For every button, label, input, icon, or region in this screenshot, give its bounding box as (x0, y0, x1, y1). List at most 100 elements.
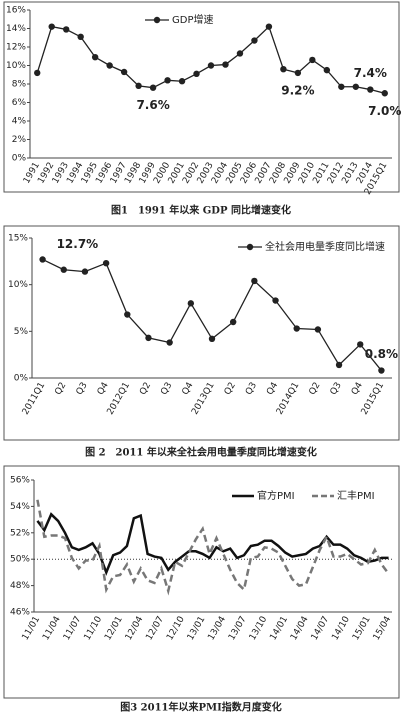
y-tick-label: 10% (8, 280, 28, 290)
x-tick-label: 13/07 (227, 615, 249, 642)
data-point (251, 277, 258, 285)
x-tick-label: 14/10 (330, 615, 352, 643)
x-tick-label: 12/10 (165, 615, 187, 643)
y-tick-label: 12% (6, 43, 26, 53)
data-point (106, 62, 113, 69)
x-tick-label: 12/07 (144, 615, 166, 642)
data-point (120, 68, 128, 76)
data-point (48, 23, 55, 30)
x-tick-label: 14/04 (289, 615, 311, 643)
value-label: 0.8% (365, 347, 398, 361)
chart-frame (3, 465, 400, 699)
data-point (166, 339, 173, 346)
y-tick-label: 46% (10, 608, 30, 618)
y-tick-label: 52% (10, 528, 30, 538)
x-tick-label: Q2 (53, 381, 68, 397)
y-tick-label: 2% (12, 135, 27, 145)
data-point (124, 311, 131, 318)
y-tick-label: 6% (12, 98, 27, 108)
y-tick-label: 14% (6, 24, 26, 34)
y-tick-label: 54% (10, 502, 30, 512)
data-point (77, 33, 84, 41)
series-line (42, 258, 382, 371)
x-tick-label: 12/04 (124, 615, 146, 643)
data-point (164, 77, 171, 84)
data-point (62, 26, 70, 33)
y-tick-label: 56% (10, 476, 30, 486)
legend-marker (246, 243, 254, 251)
data-point (378, 367, 385, 374)
data-point (207, 62, 215, 69)
data-point (60, 266, 67, 273)
data-point (135, 82, 142, 90)
data-point (81, 268, 89, 275)
x-tick-label: 14/07 (310, 615, 332, 642)
data-point (91, 53, 99, 61)
y-tick-label: 5% (14, 327, 29, 337)
data-point (229, 318, 237, 326)
data-point (323, 66, 331, 74)
legend-label: GDP增速 (172, 13, 213, 26)
value-label: 12.7% (57, 237, 99, 251)
x-tick-label: Q2 (223, 381, 238, 397)
x-tick-label: 13/10 (248, 615, 270, 643)
data-point (381, 90, 388, 97)
data-point (34, 69, 41, 77)
data-point (357, 341, 364, 348)
chart-frame (3, 225, 400, 441)
x-tick-label: 15/04 (372, 615, 394, 643)
legend-label: 全社会用电量季度同比增速 (265, 240, 385, 253)
data-point (208, 335, 216, 342)
x-tick-label: 11/07 (62, 615, 84, 642)
data-point (314, 326, 322, 333)
y-tick-label: 48% (10, 581, 30, 591)
x-tick-label: 11/04 (41, 615, 63, 643)
data-point (352, 83, 359, 90)
x-tick-label: Q4 (350, 381, 365, 397)
x-tick-label: Q3 (329, 381, 344, 397)
y-tick-label: 10% (6, 61, 26, 71)
value-label: 7.0% (368, 104, 401, 118)
value-label: 7.6% (136, 98, 169, 112)
y-tick-label: 15% (8, 234, 28, 244)
data-point (367, 86, 374, 93)
x-tick-label: 13/01 (186, 615, 208, 642)
series-line (36, 25, 385, 94)
legend-label: 汇丰PMI (337, 489, 375, 502)
data-point (178, 78, 186, 85)
x-tick-label: 15/01 (351, 615, 373, 642)
x-tick-label: Q3 (75, 381, 90, 397)
value-label: 7.4% (354, 66, 387, 80)
y-tick-label: 50% (10, 555, 30, 565)
value-label: 9.2% (281, 83, 314, 97)
data-point (236, 50, 244, 57)
data-point (222, 61, 229, 68)
data-point (193, 70, 200, 78)
data-point (187, 300, 195, 307)
y-tick-label: 4% (12, 117, 27, 127)
y-tick-label: 0% (14, 374, 29, 384)
caption: 图3 2011年以来PMI指数月度变化 (120, 701, 282, 714)
data-point (280, 66, 287, 73)
x-tick-label: 2011Q1 (21, 381, 48, 417)
x-tick-label: Q4 (265, 381, 280, 397)
y-tick-label: 16% (6, 6, 26, 16)
data-point (309, 56, 316, 64)
data-point (335, 361, 343, 369)
data-point (251, 37, 258, 44)
data-point (265, 23, 273, 30)
data-point (39, 256, 46, 263)
data-point (294, 69, 302, 77)
x-tick-label: 14/01 (268, 615, 290, 642)
chart-frame (3, 1, 400, 193)
x-tick-label: 11/10 (83, 615, 105, 643)
caption: 图 2 2011 年以来全社会用电量季度同比增速变化 (85, 446, 317, 459)
y-tick-label: 0% (12, 154, 27, 164)
x-tick-label: Q2 (138, 381, 153, 397)
data-point (338, 83, 345, 90)
x-tick-label: Q4 (181, 381, 196, 397)
x-tick-label: Q2 (308, 381, 323, 397)
series-line (36, 512, 389, 576)
